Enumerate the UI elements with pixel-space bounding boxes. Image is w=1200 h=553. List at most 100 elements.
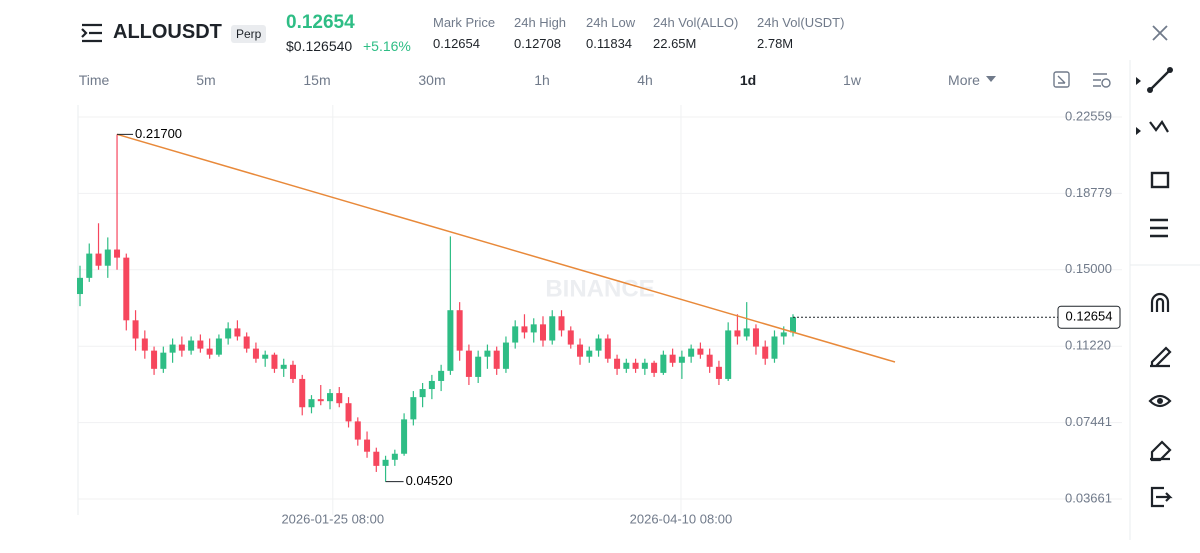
candle-body: [141, 338, 148, 351]
candle-body: [364, 439, 371, 452]
candle-body: [762, 346, 769, 359]
stat-label: 24h Vol(ALLO): [653, 15, 739, 30]
settings-icon[interactable]: [1091, 70, 1113, 90]
high-label: 0.21700: [135, 126, 182, 141]
candle-body: [215, 338, 222, 355]
candle-body: [178, 344, 185, 351]
stat-value: 0.11834: [586, 36, 633, 51]
stat-value: 2.78M: [757, 36, 794, 51]
candle-body: [725, 330, 732, 379]
y-tick-label: 0.11220: [1065, 338, 1111, 353]
candle-body: [428, 380, 435, 390]
stat-label: Mark Price: [433, 15, 496, 30]
y-tick-label: 0.15000: [1065, 261, 1112, 276]
candle-body: [641, 362, 648, 369]
stat-label: 24h High: [514, 15, 567, 30]
candle-body: [114, 249, 121, 258]
candle-body: [104, 249, 111, 266]
price: 0.12654: [286, 12, 355, 33]
candle-body: [595, 338, 602, 351]
candle-body: [188, 340, 195, 351]
candle-body: [77, 277, 83, 295]
candle-body: [512, 326, 519, 343]
tab[interactable]: 4h: [637, 72, 653, 88]
candle-body: [336, 393, 343, 404]
low-label: 0.04520: [406, 473, 453, 488]
candle-body: [706, 354, 713, 367]
candle-body: [438, 370, 445, 381]
y-tick-label: 0.18779: [1065, 185, 1112, 200]
stat-label: 24h Low: [586, 15, 636, 30]
candle-body: [660, 354, 667, 373]
candle-body: [521, 326, 528, 333]
candle-body: [549, 316, 556, 341]
candle-body: [327, 393, 334, 402]
last-price-label: 0.12654: [1066, 309, 1113, 324]
candle-body: [632, 362, 639, 369]
candle-body: [419, 389, 426, 398]
candle-body: [447, 310, 454, 371]
candle-body: [669, 354, 676, 363]
stat-value: 0.12708: [514, 36, 561, 51]
candle-body: [577, 344, 584, 357]
candle-body: [604, 338, 611, 359]
candle-body: [502, 342, 509, 369]
candle-body: [382, 459, 389, 466]
tab[interactable]: 30m: [418, 72, 446, 88]
tab[interactable]: More: [948, 72, 980, 88]
candle-body: [790, 317, 796, 333]
candle-body: [456, 310, 463, 351]
candle-body: [614, 358, 621, 369]
tab[interactable]: 5m: [196, 72, 216, 88]
candle-body: [780, 332, 787, 337]
close-button[interactable]: [1151, 24, 1169, 42]
tab-active[interactable]: 1d: [739, 72, 757, 88]
last-price-box: [1057, 305, 1121, 329]
candle-body: [373, 451, 380, 466]
candle-body: [271, 354, 278, 369]
candle-body: [734, 330, 741, 337]
candle-body: [234, 328, 241, 337]
candle-body: [391, 453, 398, 460]
candle-body: [771, 336, 778, 359]
candle-body: [252, 348, 259, 359]
y-tick-label: 0.22559: [1065, 108, 1112, 123]
menu-icon[interactable]: [80, 22, 104, 44]
candle-body: [160, 352, 167, 369]
candle-body: [123, 257, 130, 321]
candle-body: [586, 350, 593, 357]
symbol[interactable]: ALLOUSDT: [113, 21, 222, 43]
candle-body: [567, 330, 574, 345]
usd-price: $0.126540: [286, 38, 353, 54]
tool-icon[interactable]: [1052, 70, 1072, 90]
candle-body: [465, 350, 472, 377]
tab[interactable]: 1h: [534, 72, 550, 88]
chart: 0.22559 0.18779 0.15000 0.11220 0.07441 0.036…: [77, 105, 1122, 526]
candle-body: [493, 350, 500, 369]
more-arrow: [986, 76, 996, 82]
y-tick-label: 0.03661: [1065, 490, 1112, 505]
stat-label: 24h Vol(USDT): [757, 15, 845, 30]
candle-body: [752, 328, 759, 347]
badge: Perp: [231, 25, 267, 43]
candle-body: [299, 378, 306, 408]
x-tick-label: 2026-01-25 08:00: [281, 511, 384, 526]
candle-body: [280, 364, 287, 369]
candle-body: [132, 320, 139, 339]
tab[interactable]: 1w: [843, 72, 861, 88]
candle-body: [86, 253, 93, 278]
tab[interactable]: 15m: [303, 72, 331, 88]
candle-body: [530, 324, 537, 333]
candle-body: [262, 354, 269, 359]
candle-body: [539, 324, 546, 341]
candle-body: [715, 366, 722, 379]
candle-body: [651, 362, 658, 373]
candle-body: [151, 350, 158, 369]
candle-body: [289, 364, 296, 379]
tab[interactable]: Time: [78, 72, 110, 88]
trend-line: [116, 133, 896, 363]
candle-body: [345, 403, 352, 422]
candle-body: [558, 316, 565, 331]
stat-value: 0.12654: [433, 36, 480, 51]
